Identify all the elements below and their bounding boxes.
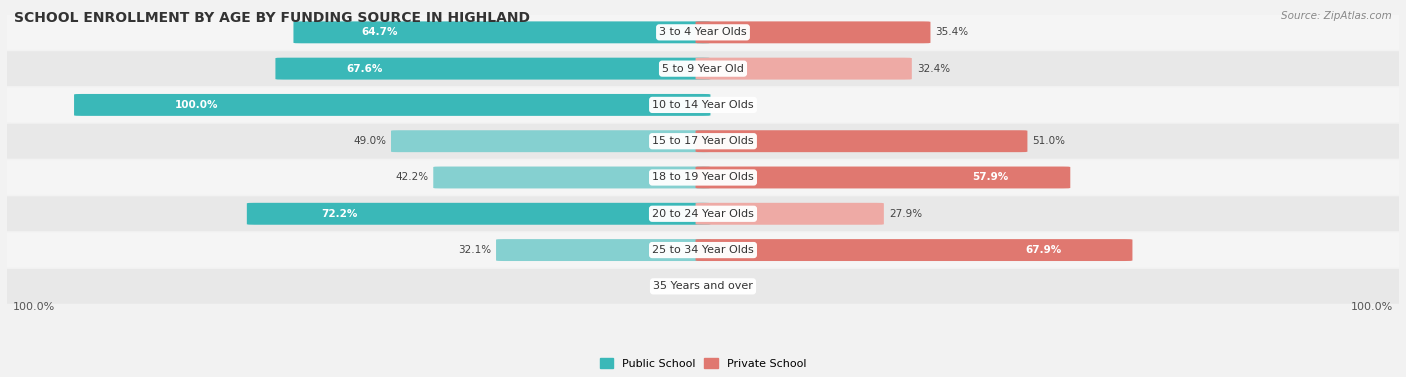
FancyBboxPatch shape [391,130,710,152]
FancyBboxPatch shape [0,160,1406,195]
Text: 42.2%: 42.2% [395,173,429,182]
Text: 10 to 14 Year Olds: 10 to 14 Year Olds [652,100,754,110]
Text: 35 Years and over: 35 Years and over [652,281,754,291]
FancyBboxPatch shape [294,21,710,43]
Text: 49.0%: 49.0% [353,136,387,146]
Text: 67.6%: 67.6% [346,64,382,74]
FancyBboxPatch shape [247,203,710,225]
FancyBboxPatch shape [696,203,884,225]
FancyBboxPatch shape [696,130,1028,152]
Text: 64.7%: 64.7% [361,28,398,37]
FancyBboxPatch shape [0,87,1406,122]
Text: 100.0%: 100.0% [1351,302,1393,312]
Text: 25 to 34 Year Olds: 25 to 34 Year Olds [652,245,754,255]
Text: 15 to 17 Year Olds: 15 to 17 Year Olds [652,136,754,146]
FancyBboxPatch shape [0,124,1406,159]
Text: 100.0%: 100.0% [174,100,218,110]
Text: 72.2%: 72.2% [322,209,359,219]
FancyBboxPatch shape [496,239,710,261]
FancyBboxPatch shape [433,167,710,188]
Text: 100.0%: 100.0% [13,302,55,312]
FancyBboxPatch shape [0,269,1406,304]
Text: 67.9%: 67.9% [1025,245,1062,255]
Text: 18 to 19 Year Olds: 18 to 19 Year Olds [652,173,754,182]
FancyBboxPatch shape [75,94,710,116]
Text: 0.0%: 0.0% [652,281,678,291]
FancyBboxPatch shape [696,21,931,43]
FancyBboxPatch shape [696,58,912,80]
Legend: Public School, Private School: Public School, Private School [595,354,811,373]
Text: 0.0%: 0.0% [728,281,754,291]
FancyBboxPatch shape [696,239,1132,261]
FancyBboxPatch shape [0,51,1406,86]
Text: 32.1%: 32.1% [458,245,491,255]
Text: 3 to 4 Year Olds: 3 to 4 Year Olds [659,28,747,37]
Text: 5 to 9 Year Old: 5 to 9 Year Old [662,64,744,74]
Text: SCHOOL ENROLLMENT BY AGE BY FUNDING SOURCE IN HIGHLAND: SCHOOL ENROLLMENT BY AGE BY FUNDING SOUR… [14,11,530,25]
FancyBboxPatch shape [696,167,1070,188]
Text: 51.0%: 51.0% [1032,136,1066,146]
Text: 27.9%: 27.9% [889,209,922,219]
Text: 57.9%: 57.9% [973,173,1010,182]
FancyBboxPatch shape [0,15,1406,50]
Text: 32.4%: 32.4% [917,64,950,74]
FancyBboxPatch shape [276,58,710,80]
FancyBboxPatch shape [0,196,1406,231]
Text: Source: ZipAtlas.com: Source: ZipAtlas.com [1281,11,1392,21]
Text: 35.4%: 35.4% [935,28,969,37]
Text: 0.0%: 0.0% [728,100,754,110]
Text: 20 to 24 Year Olds: 20 to 24 Year Olds [652,209,754,219]
FancyBboxPatch shape [0,233,1406,267]
